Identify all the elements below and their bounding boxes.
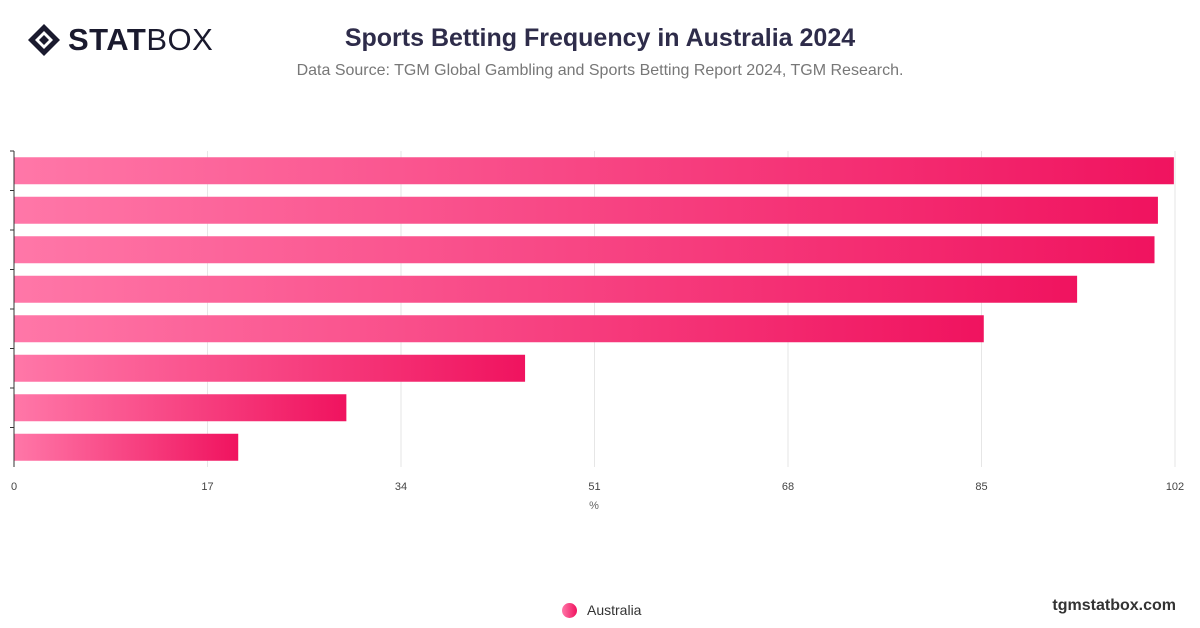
legend-swatch [562,602,577,618]
bar[interactable] [14,275,1078,303]
bar[interactable] [14,196,1158,224]
x-tick-label: 17 [201,481,213,493]
bar[interactable] [14,433,239,461]
x-tick-label: 51 [588,481,600,493]
bar[interactable] [14,354,526,382]
bar[interactable] [14,394,347,422]
bar[interactable] [14,157,1174,185]
x-tick-label: 85 [975,481,987,493]
x-tick-label: 34 [395,481,407,493]
logo-wordmark: STATBOX [68,22,213,58]
chart-subtitle: Data Source: TGM Global Gambling and Spo… [296,62,904,79]
bar[interactable] [14,315,984,343]
diamond-logo-icon [28,24,60,56]
chart-title: Sports Betting Frequency in Australia 20… [344,24,856,52]
legend-label-australia: Australia [587,602,642,618]
logo: STATBOX [26,22,213,58]
x-axis-label: % [589,500,599,512]
x-tick-label: 68 [782,481,794,493]
logo-light: BOX [146,22,214,57]
bar-chart: 0 17 34 51 68 85 102 % [10,150,1184,512]
bar[interactable] [14,236,1155,264]
x-tick-label: 102 [1166,481,1184,493]
x-tick-label: 0 [11,481,17,493]
footer-site-link[interactable]: tgmstatbox.com [1052,597,1176,614]
legend[interactable]: Australia [562,602,641,618]
logo-bold: STAT [68,22,147,57]
